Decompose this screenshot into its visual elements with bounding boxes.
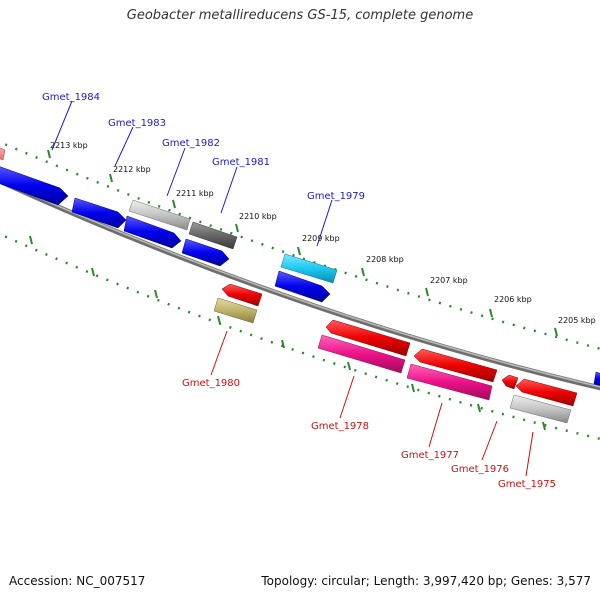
gene-label-gmet-1983[interactable]: Gmet_1983 bbox=[108, 118, 166, 129]
tick-label: 2213 kbp bbox=[50, 141, 88, 150]
tick-label: 2207 kbp bbox=[430, 276, 468, 285]
gene-label-gmet-1981[interactable]: Gmet_1981 bbox=[212, 157, 270, 168]
gene-arrow-gmet-1979[interactable] bbox=[274, 270, 331, 303]
gene-arrow-edge-right bbox=[593, 371, 600, 386]
tick-label: 2209 kbp bbox=[302, 234, 340, 243]
reverse-genes bbox=[213, 283, 578, 424]
gene-arrow-gmet-1977[interactable] bbox=[406, 363, 493, 401]
tick-label: 2208 kbp bbox=[366, 255, 404, 264]
gene-arrow-gmet-1975-top[interactable] bbox=[515, 378, 578, 407]
tick-label: 2211 kbp bbox=[176, 189, 214, 198]
gene-arrow-gmet-1981-top[interactable] bbox=[188, 221, 238, 250]
gene-arrow-gmet-1982[interactable] bbox=[123, 215, 182, 249]
gene-arrow-gmet-1982-top[interactable] bbox=[128, 199, 191, 231]
tick-label: 2205 kbp bbox=[558, 316, 596, 325]
gene-arrow-gmet-1980-top[interactable] bbox=[221, 283, 263, 307]
gene-arrow-gmet-1983[interactable] bbox=[71, 197, 127, 229]
gene-arrow-gmet-1977-top[interactable] bbox=[413, 348, 498, 383]
gene-arrow-gmet-1980[interactable] bbox=[213, 297, 258, 324]
gene-label-gmet-1982[interactable]: Gmet_1982 bbox=[162, 138, 220, 149]
gene-arrow-gmet-1981[interactable] bbox=[181, 238, 230, 267]
gene-label-gmet-1980[interactable]: Gmet_1980 bbox=[182, 378, 240, 389]
forward-genes bbox=[0, 147, 600, 386]
map-title: Geobacter metallireducens GS-15, complet… bbox=[126, 8, 474, 23]
gene-label-gmet-1978[interactable]: Gmet_1978 bbox=[311, 421, 369, 432]
gene-arrow-gmet-1978[interactable] bbox=[317, 334, 406, 374]
gene-label-gmet-1984[interactable]: Gmet_1984 bbox=[42, 92, 100, 103]
genome-backbone bbox=[0, 178, 600, 391]
gene-label-gmet-1977[interactable]: Gmet_1977 bbox=[401, 450, 459, 461]
major-ticks-outer bbox=[47, 149, 558, 337]
gene-arrow-gmet-1979-top[interactable] bbox=[280, 253, 338, 284]
accession-text: Accession: NC_007517 bbox=[9, 574, 146, 588]
topology-text: Topology: circular; Length: 3,997,420 bp… bbox=[261, 574, 591, 588]
tick-label: 2206 kbp bbox=[494, 295, 532, 304]
gene-arrow-gmet-1978-top[interactable] bbox=[325, 319, 411, 357]
outer-tick-ring bbox=[0, 140, 600, 350]
forward-leader-lines bbox=[51, 100, 333, 247]
major-ticks-inner bbox=[29, 235, 546, 431]
reverse-leader-lines bbox=[210, 330, 534, 477]
gene-arrow-gmet-1976[interactable] bbox=[501, 374, 519, 390]
tick-label: 2212 kbp bbox=[113, 165, 151, 174]
gene-arrow-edge-left bbox=[0, 147, 6, 161]
gene-arrow-gmet-1975[interactable] bbox=[509, 394, 572, 424]
tick-label: 2210 kbp bbox=[239, 212, 277, 221]
genome-backbone-highlight bbox=[0, 179, 600, 388]
gene-label-gmet-1975[interactable]: Gmet_1975 bbox=[498, 479, 556, 490]
gene-label-gmet-1979[interactable]: Gmet_1979 bbox=[307, 191, 365, 202]
gene-arrow-gmet-1984[interactable] bbox=[0, 166, 69, 206]
gene-label-gmet-1976[interactable]: Gmet_1976 bbox=[451, 464, 509, 475]
